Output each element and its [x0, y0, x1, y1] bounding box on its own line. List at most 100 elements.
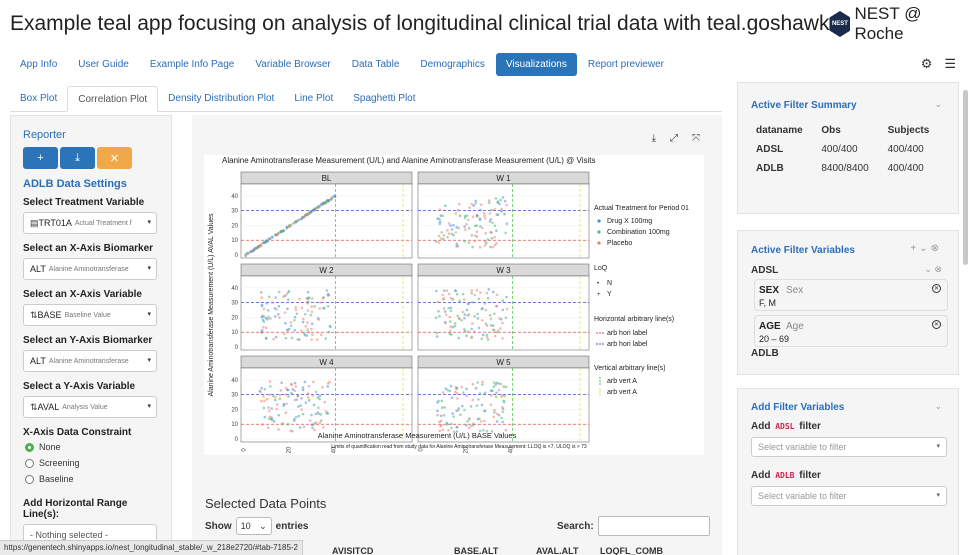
data-point — [491, 245, 495, 249]
correlation-plot[interactable]: Alanine Aminotransferase Measurement (U/… — [204, 155, 704, 455]
data-point — [268, 393, 272, 396]
data-point — [296, 394, 299, 398]
radio-button[interactable] — [25, 458, 34, 468]
field-label-3: Select an Y-Axis Biomarker — [23, 335, 153, 346]
field-select-2[interactable]: ⇅ BASE Baseline Value ▾ — [23, 304, 157, 326]
reset-button[interactable]: ✕ — [97, 147, 132, 169]
tab-variable-browser[interactable]: Variable Browser — [255, 58, 331, 70]
data-point — [446, 388, 450, 392]
column-header[interactable]: AVAL.ALT — [536, 546, 579, 555]
legend-label: Drug X 100mg — [607, 218, 652, 225]
add-card-button[interactable]: + — [23, 147, 58, 169]
data-point — [436, 401, 439, 404]
adsl-actions[interactable]: ⌄ ⊗ — [924, 264, 942, 274]
page-scrollbar[interactable] — [963, 90, 968, 265]
remove-filter-icon[interactable]: ✕ — [932, 320, 941, 329]
data-point — [266, 426, 270, 430]
data-point — [277, 313, 280, 316]
gear-icon[interactable]: ⚙ — [920, 56, 933, 71]
data-point — [246, 252, 250, 255]
tab-visualizations[interactable]: Visualizations — [495, 52, 577, 76]
column-header[interactable]: LOQFL_COMB — [600, 546, 663, 555]
column-header[interactable]: AVISITCD — [332, 546, 374, 555]
data-point — [489, 218, 493, 221]
column-header[interactable]: BASE.ALT — [454, 546, 499, 555]
subtab-correlation-plot[interactable]: Correlation Plot — [67, 86, 159, 112]
legend-swatch — [597, 241, 601, 245]
chevron-down-icon[interactable]: ⌄ — [934, 401, 942, 411]
data-point — [492, 290, 495, 294]
data-point — [463, 216, 467, 220]
data-point — [280, 422, 284, 426]
data-point — [470, 291, 474, 295]
field-description: Alanine Aminotransferase — [48, 357, 129, 365]
radio-none[interactable]: None — [25, 442, 159, 452]
entries-select[interactable]: 10 ⌄ — [235, 517, 272, 535]
radio-baseline[interactable]: Baseline — [25, 474, 159, 484]
data-point — [311, 394, 315, 397]
subtab-line-plot[interactable]: Line Plot — [294, 93, 334, 104]
x-tick-label: 40 — [509, 446, 515, 453]
subtab-box-plot[interactable]: Box Plot — [20, 93, 58, 104]
tab-example-info-page[interactable]: Example Info Page — [149, 58, 235, 70]
data-point — [304, 401, 308, 404]
data-point — [269, 317, 272, 320]
summary-title: Active Filter Summary — [751, 100, 857, 111]
data-point — [293, 329, 297, 332]
tab-report-previewer[interactable]: Report previewer — [587, 58, 664, 70]
y-tick-label: 40 — [231, 194, 238, 200]
data-point — [480, 337, 484, 341]
field-select-4[interactable]: ⇅ AVAL Analysis Value ▾ — [23, 396, 157, 418]
field-select-1[interactable]: ALT Alanine Aminotransferase ▾ — [23, 258, 157, 280]
download-button[interactable]: ⤓ — [60, 147, 95, 169]
radio-screening[interactable]: Screening — [25, 458, 159, 468]
remove-filter-icon[interactable]: ✕ — [932, 284, 941, 293]
chevron-down-icon[interactable]: ⌄ — [934, 99, 942, 109]
field-description: Baseline Value — [64, 311, 111, 319]
data-point — [444, 204, 447, 208]
subtab-density-distribution-plot[interactable]: Density Distribution Plot — [168, 93, 275, 104]
tab-data-table[interactable]: Data Table — [351, 58, 400, 70]
caret-down-icon: ▾ — [936, 492, 940, 499]
data-point — [265, 301, 269, 305]
expand-icon[interactable]: ⤢ — [670, 133, 678, 144]
data-point — [310, 305, 314, 308]
tab-app-info[interactable]: App Info — [20, 58, 58, 70]
active-filter-summary: Active Filter Summary ⌄ dataname Obs Subje… — [737, 82, 959, 214]
close-icon: ✕ — [109, 152, 120, 165]
data-point — [461, 310, 465, 314]
data-point — [505, 295, 508, 299]
data-point — [278, 393, 282, 397]
filter-actions[interactable]: +⌄⊗ — [910, 243, 942, 254]
summary-header: Subjects — [887, 125, 930, 136]
subtab-spaghetti-plot[interactable]: Spaghetti Plot — [353, 93, 416, 104]
summary-header: Obs — [821, 125, 841, 136]
data-point — [295, 219, 298, 223]
menu-icon[interactable]: ☰ — [944, 56, 956, 71]
fullscreen-icon[interactable]: ⤧ — [692, 133, 700, 144]
data-point — [318, 421, 322, 425]
data-point — [287, 290, 290, 294]
tab-demographics[interactable]: Demographics — [420, 58, 485, 70]
data-point — [483, 409, 486, 413]
data-point — [452, 223, 455, 227]
field-select-0[interactable]: ▤ TRT01A Actual Treatment f ▾ — [23, 212, 157, 234]
data-point — [484, 322, 488, 326]
data-point — [479, 203, 483, 206]
reporter-heading: Reporter — [23, 129, 66, 141]
download-icon[interactable]: ⤓ — [651, 133, 656, 144]
data-point — [474, 202, 477, 205]
data-point — [497, 382, 501, 385]
data-point — [482, 428, 485, 432]
x-tick-label: 20 — [464, 446, 470, 453]
radio-button[interactable] — [25, 474, 34, 484]
adsl-variable-select[interactable]: Select variable to filter ▾ — [751, 437, 947, 457]
adlb-variable-select[interactable]: Select variable to filter ▾ — [751, 486, 947, 506]
data-point — [485, 429, 489, 433]
panel-label: W 5 — [496, 358, 511, 367]
field-select-3[interactable]: ALT Alanine Aminotransferase ▾ — [23, 350, 157, 372]
radio-button[interactable] — [25, 442, 34, 452]
data-point — [480, 319, 484, 322]
tab-user-guide[interactable]: User Guide — [78, 58, 129, 70]
search-input[interactable] — [597, 516, 710, 536]
